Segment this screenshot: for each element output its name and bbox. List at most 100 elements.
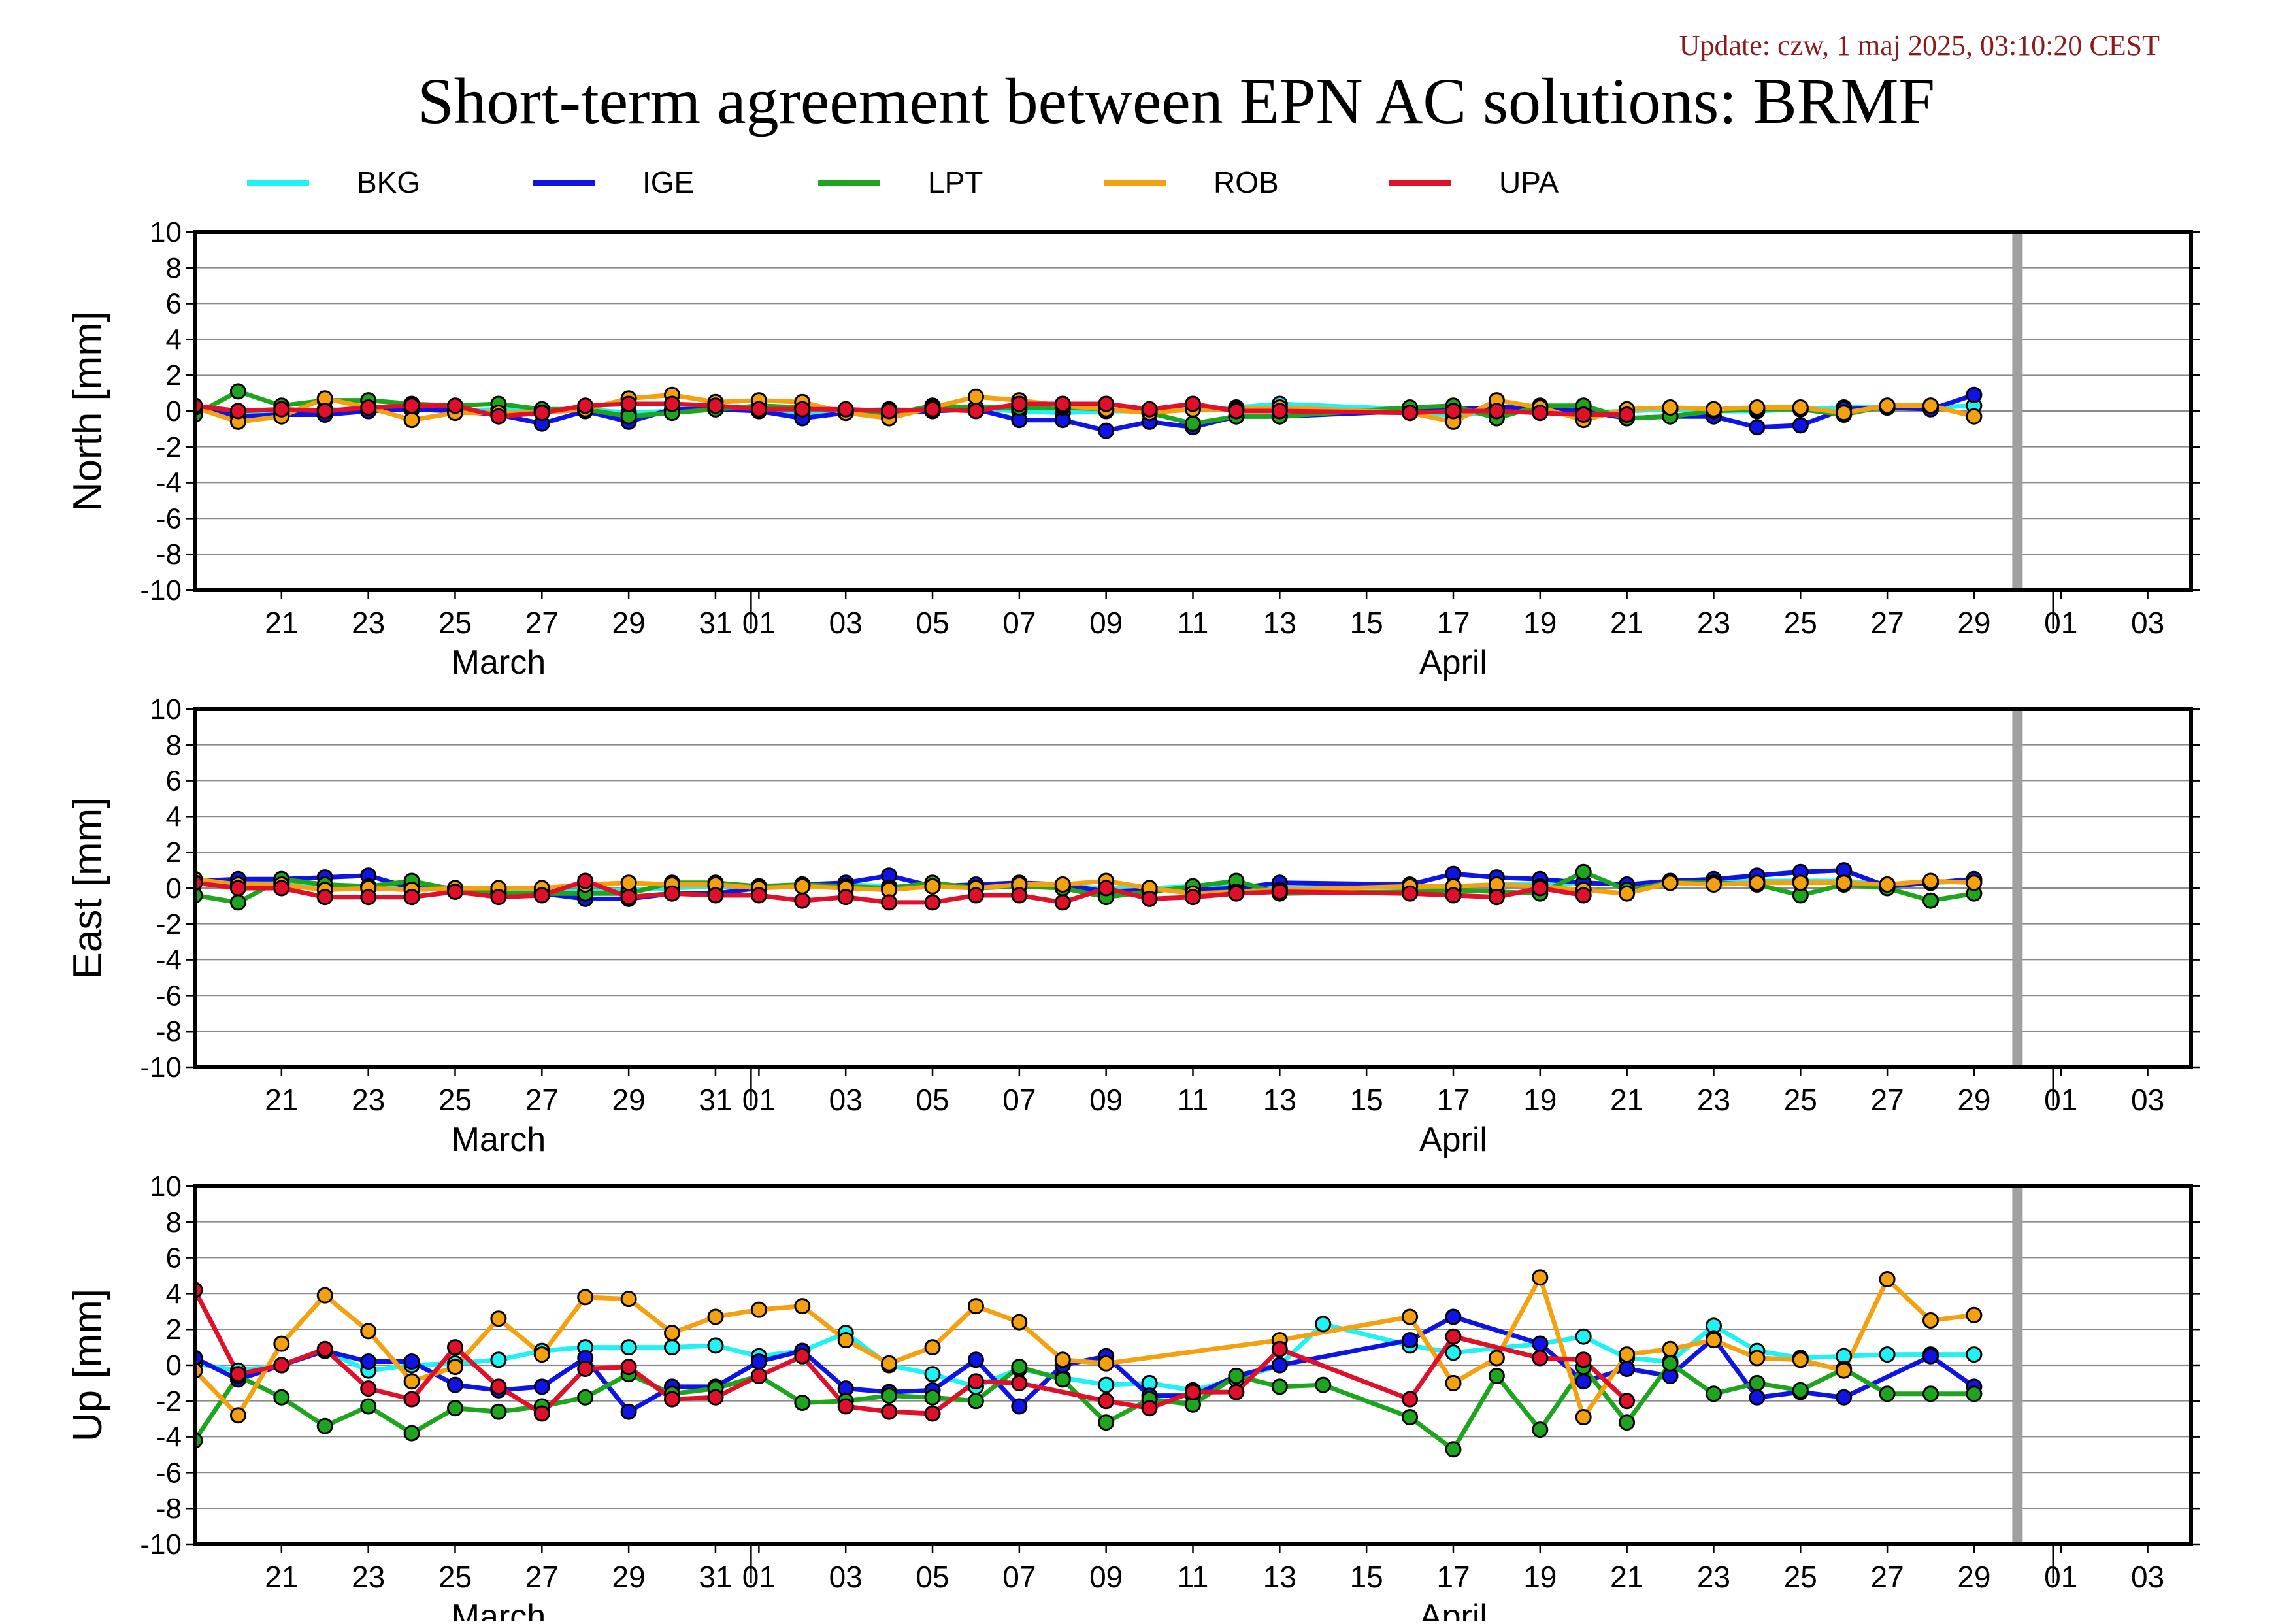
x-tick-label: 03	[829, 1560, 863, 1594]
data-point-rob	[1749, 1350, 1766, 1367]
x-tick-label: 27	[1871, 606, 1904, 640]
data-point-rob	[750, 1301, 767, 1318]
data-point-rob	[1662, 874, 1679, 891]
data-point-rob	[1662, 399, 1679, 416]
data-point-ige	[1749, 419, 1766, 436]
x-tick-label: 21	[1610, 1560, 1643, 1594]
x-tick-label: 01	[2044, 1560, 2077, 1594]
data-point-upa	[1141, 1400, 1158, 1417]
month-label: March	[452, 644, 546, 682]
data-point-upa	[1054, 395, 1071, 412]
x-tick-label: 23	[1697, 1560, 1730, 1594]
y-axis-label: Up [mm]	[65, 1289, 110, 1442]
data-point-lpt	[1619, 1414, 1636, 1431]
month-label: March	[452, 1598, 546, 1621]
y-tick-label: 0	[166, 1350, 182, 1382]
x-tick-label: 11	[1178, 1560, 1209, 1594]
data-point-rob	[533, 1346, 550, 1363]
plot-frame	[193, 230, 2193, 592]
x-tick-label: 19	[1523, 1560, 1557, 1594]
data-point-lpt	[1185, 415, 1201, 432]
x-tick-label: 25	[438, 606, 472, 640]
y-tick-label: 2	[166, 1314, 182, 1346]
data-point-upa	[1141, 890, 1158, 907]
data-point-ige	[1271, 1357, 1288, 1374]
y-tick-label: -2	[156, 1385, 182, 1417]
data-point-rob	[924, 878, 941, 895]
data-point-bkg	[664, 1339, 680, 1356]
data-point-lpt	[924, 1389, 941, 1406]
x-tick-label: 05	[916, 1560, 949, 1594]
data-point-upa	[1619, 406, 1636, 423]
y-tick-label: -10	[140, 1529, 182, 1561]
data-point-upa	[967, 887, 984, 904]
data-point-ige	[750, 1353, 767, 1370]
y-tick-label: -10	[140, 1052, 182, 1084]
month-label: April	[1419, 644, 1487, 682]
data-point-upa	[1575, 1351, 1592, 1368]
x-tick-label: 03	[829, 606, 863, 640]
data-point-rob	[707, 1308, 724, 1325]
x-tick-label: 11	[1178, 1083, 1209, 1117]
data-point-upa	[664, 885, 680, 902]
data-point-rob	[967, 388, 984, 405]
series-line-rob	[195, 876, 1975, 896]
data-point-upa	[1532, 1350, 1549, 1367]
data-point-bkg	[1879, 1346, 1896, 1363]
x-tick-label: 27	[1871, 1560, 1904, 1594]
data-point-rob	[403, 1373, 420, 1390]
data-point-lpt	[229, 894, 246, 911]
data-point-ige	[1966, 386, 1983, 403]
data-point-lpt	[1749, 1374, 1766, 1391]
data-point-upa	[533, 405, 550, 422]
y-tick-label: -4	[156, 1421, 182, 1453]
x-tick-label: 01	[742, 1083, 776, 1117]
data-point-ige	[967, 1351, 984, 1368]
x-tick-label: 07	[1002, 1560, 1036, 1594]
x-tick-label: 27	[525, 1083, 559, 1117]
x-tick-label: 23	[1697, 606, 1730, 640]
data-point-upa	[1011, 395, 1028, 412]
data-point-ige	[533, 1378, 550, 1395]
plot-area	[195, 862, 1983, 911]
x-tick-label: 31	[699, 606, 732, 640]
data-point-upa	[750, 1367, 767, 1384]
data-point-ige	[360, 1353, 377, 1370]
y-tick-label: -4	[156, 467, 182, 499]
data-point-upa	[273, 401, 290, 418]
data-point-ige	[1575, 1373, 1592, 1390]
y-tick-label: -8	[156, 1493, 182, 1525]
data-point-rob	[1749, 399, 1766, 416]
x-tick-label: 23	[352, 1560, 385, 1594]
data-point-upa	[1271, 1340, 1288, 1357]
data-point-upa	[316, 403, 333, 420]
data-point-rob	[1706, 401, 1722, 418]
data-point-upa	[360, 399, 377, 416]
data-point-lpt	[360, 1398, 377, 1415]
data-point-upa	[1011, 887, 1028, 904]
x-tick-label: 21	[265, 606, 298, 640]
data-point-bkg	[1098, 1376, 1115, 1393]
x-tick-label: 27	[525, 1560, 559, 1594]
x-tick-label: 19	[1523, 606, 1557, 640]
data-point-rob	[1922, 872, 1939, 889]
x-tick-label: 09	[1089, 606, 1123, 640]
data-point-upa	[360, 889, 377, 906]
x-tick-label: 03	[2131, 606, 2164, 640]
x-tick-label: 05	[916, 1083, 949, 1117]
data-point-rob	[1445, 1374, 1462, 1391]
data-point-rob	[1706, 876, 1722, 893]
y-tick-label: 8	[166, 252, 182, 284]
data-point-lpt	[1011, 1359, 1028, 1376]
x-tick-label: 29	[1957, 606, 1990, 640]
panel-0: 10 8 642 0 -2 -4 -6 -8-10 21 23 25 27 29 31 01 03 05 07 09…	[65, 216, 2200, 682]
x-tick-label: 25	[438, 1560, 472, 1594]
data-point-upa	[403, 1391, 420, 1408]
data-point-upa	[794, 892, 811, 909]
panel-1: 10 8 6 4 20 -2 -4 -6 -8 -10 21 23 25 27 29 31 01 03 05 07 09…	[65, 693, 2200, 1159]
plot-frame	[193, 1184, 2193, 1546]
x-tick-label: 29	[612, 1083, 646, 1117]
legend-label-upa: UPA	[1499, 165, 1559, 199]
data-point-upa	[1488, 889, 1505, 906]
